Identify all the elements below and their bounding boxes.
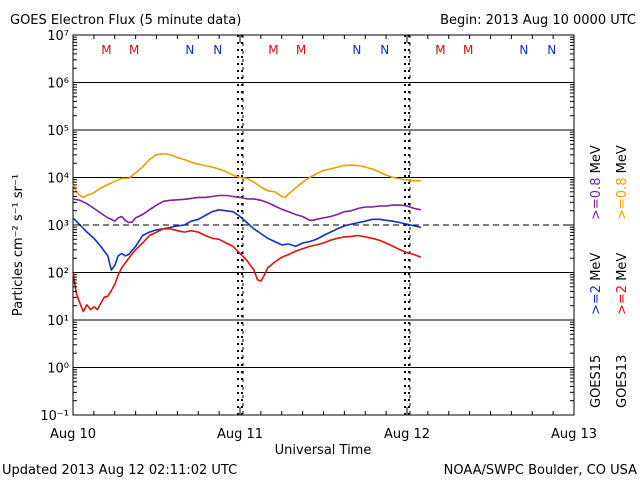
data-series [72,153,422,313]
y-tick-label: 10⁵ [47,124,69,139]
series-line-goes15-0-8-mev [72,194,422,224]
y-tick-label: 10⁰ [47,362,69,377]
local-time-mark: M [101,43,111,57]
time-markers [237,35,411,415]
legend: GOES15 GOES13>=2 MeV>=2 MeV>=0.8 MeV>=0.8… [589,145,630,408]
updated-time: Updated 2013 Aug 12 02:11:02 UTC [2,463,237,478]
local-time-mark: N [519,43,528,57]
x-tick-label: Aug 12 [384,427,430,442]
y-tick-labels: 10⁷ 10⁶ 10⁵ 10⁴ 10³ 10² 10¹ 10⁰ 10⁻¹ [40,29,69,424]
local-time-mark: M [435,43,445,57]
series-line-goes13-2-mev [72,228,422,313]
legend-unit: MeV [615,253,630,285]
legend-energy-label: >=2 MeV [615,253,630,315]
local-time-mark: N [185,43,194,57]
local-time-mark: M [268,43,278,57]
x-tick-labels: Aug 10 Aug 11 Aug 12 Aug 13 [50,427,597,442]
y-tick-label: 10⁷ [47,29,69,44]
legend-unit: MeV [615,145,630,177]
legend-energy-value: >=2 [589,285,604,315]
local-time-mark: M [463,43,473,57]
y-axis-title: Particles cm⁻² s⁻¹ sr⁻¹ [11,174,26,316]
y-tick-label: 10² [47,267,69,282]
local-time-mark: M [296,43,306,57]
y-tick-label: 10⁶ [47,77,69,92]
x-axis-title: Universal Time [275,443,372,458]
axis-ticks [72,34,575,416]
legend-energy-value: >=2 [615,285,630,315]
y-tick-label: 10¹ [47,314,69,329]
local-time-mark: N [380,43,389,57]
begin-time: Begin: 2013 Aug 10 0000 UTC [440,13,636,28]
y-tick-label: 10⁴ [47,172,69,187]
local-time-mark: M [129,43,139,57]
y-tick-label: 10⁻¹ [40,409,69,424]
legend-energy-label: >=0.8 MeV [589,145,604,220]
legend-energy-label: >=0.8 MeV [615,145,630,220]
legend-energy-label: >=2 MeV [589,253,604,315]
legend-satellite-label: GOES15 [589,355,604,408]
legend-unit: MeV [589,145,604,177]
x-tick-label: Aug 11 [217,427,263,442]
legend-energy-value: >=0.8 [589,178,604,220]
credit-text: NOAA/SWPC Boulder, CO USA [444,463,637,478]
y-tick-label: 10³ [47,219,69,234]
local-time-mark: N [352,43,361,57]
series-line-goes13-0-8-mev [72,153,421,199]
series-line-goes15-2-mev [72,209,422,271]
legend-energy-value: >=0.8 [615,178,630,220]
x-tick-label: Aug 10 [50,427,96,442]
local-time-mark: N [547,43,556,57]
x-tick-label: Aug 13 [551,427,597,442]
local-time-mark: N [213,43,222,57]
legend-satellite-label: GOES13 [615,355,630,408]
legend-unit: MeV [589,253,604,285]
grid-lines [73,82,574,368]
chart-title: GOES Electron Flux (5 minute data) [10,13,241,28]
